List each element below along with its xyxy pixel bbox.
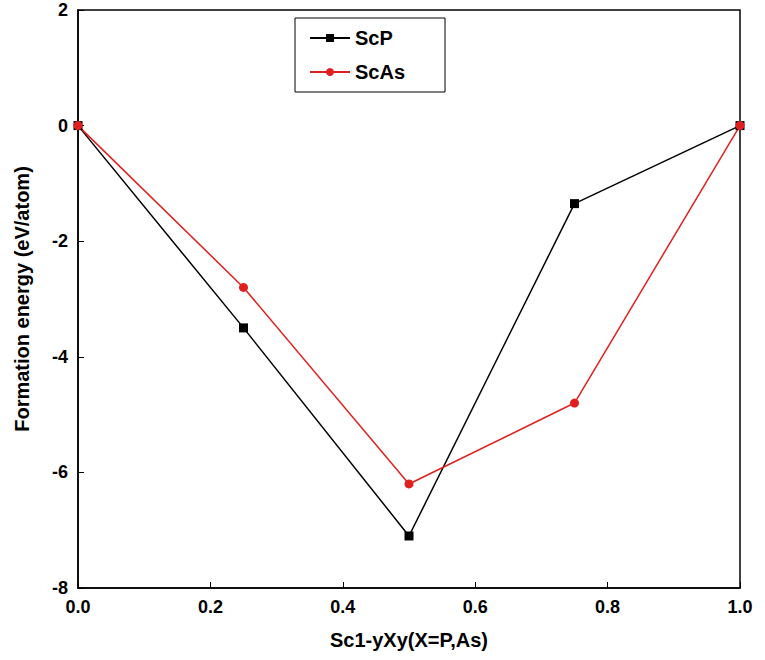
svg-text:0.0: 0.0 <box>65 597 90 617</box>
svg-text:-2: -2 <box>52 231 68 251</box>
svg-text:0.4: 0.4 <box>330 597 355 617</box>
svg-text:ScP: ScP <box>355 27 393 49</box>
svg-text:0.6: 0.6 <box>463 597 488 617</box>
svg-text:-6: -6 <box>52 462 68 482</box>
svg-text:ScAs: ScAs <box>355 61 405 83</box>
svg-text:Formation energy (eV/atom): Formation energy (eV/atom) <box>11 166 33 432</box>
svg-text:0.8: 0.8 <box>595 597 620 617</box>
svg-text:-4: -4 <box>52 347 68 367</box>
svg-text:0: 0 <box>58 116 68 136</box>
svg-text:2: 2 <box>58 0 68 20</box>
svg-text:0.2: 0.2 <box>198 597 223 617</box>
svg-text:Sc1-yXy(X=P,As): Sc1-yXy(X=P,As) <box>330 629 488 651</box>
svg-text:1.0: 1.0 <box>727 597 752 617</box>
svg-text:-8: -8 <box>52 578 68 598</box>
